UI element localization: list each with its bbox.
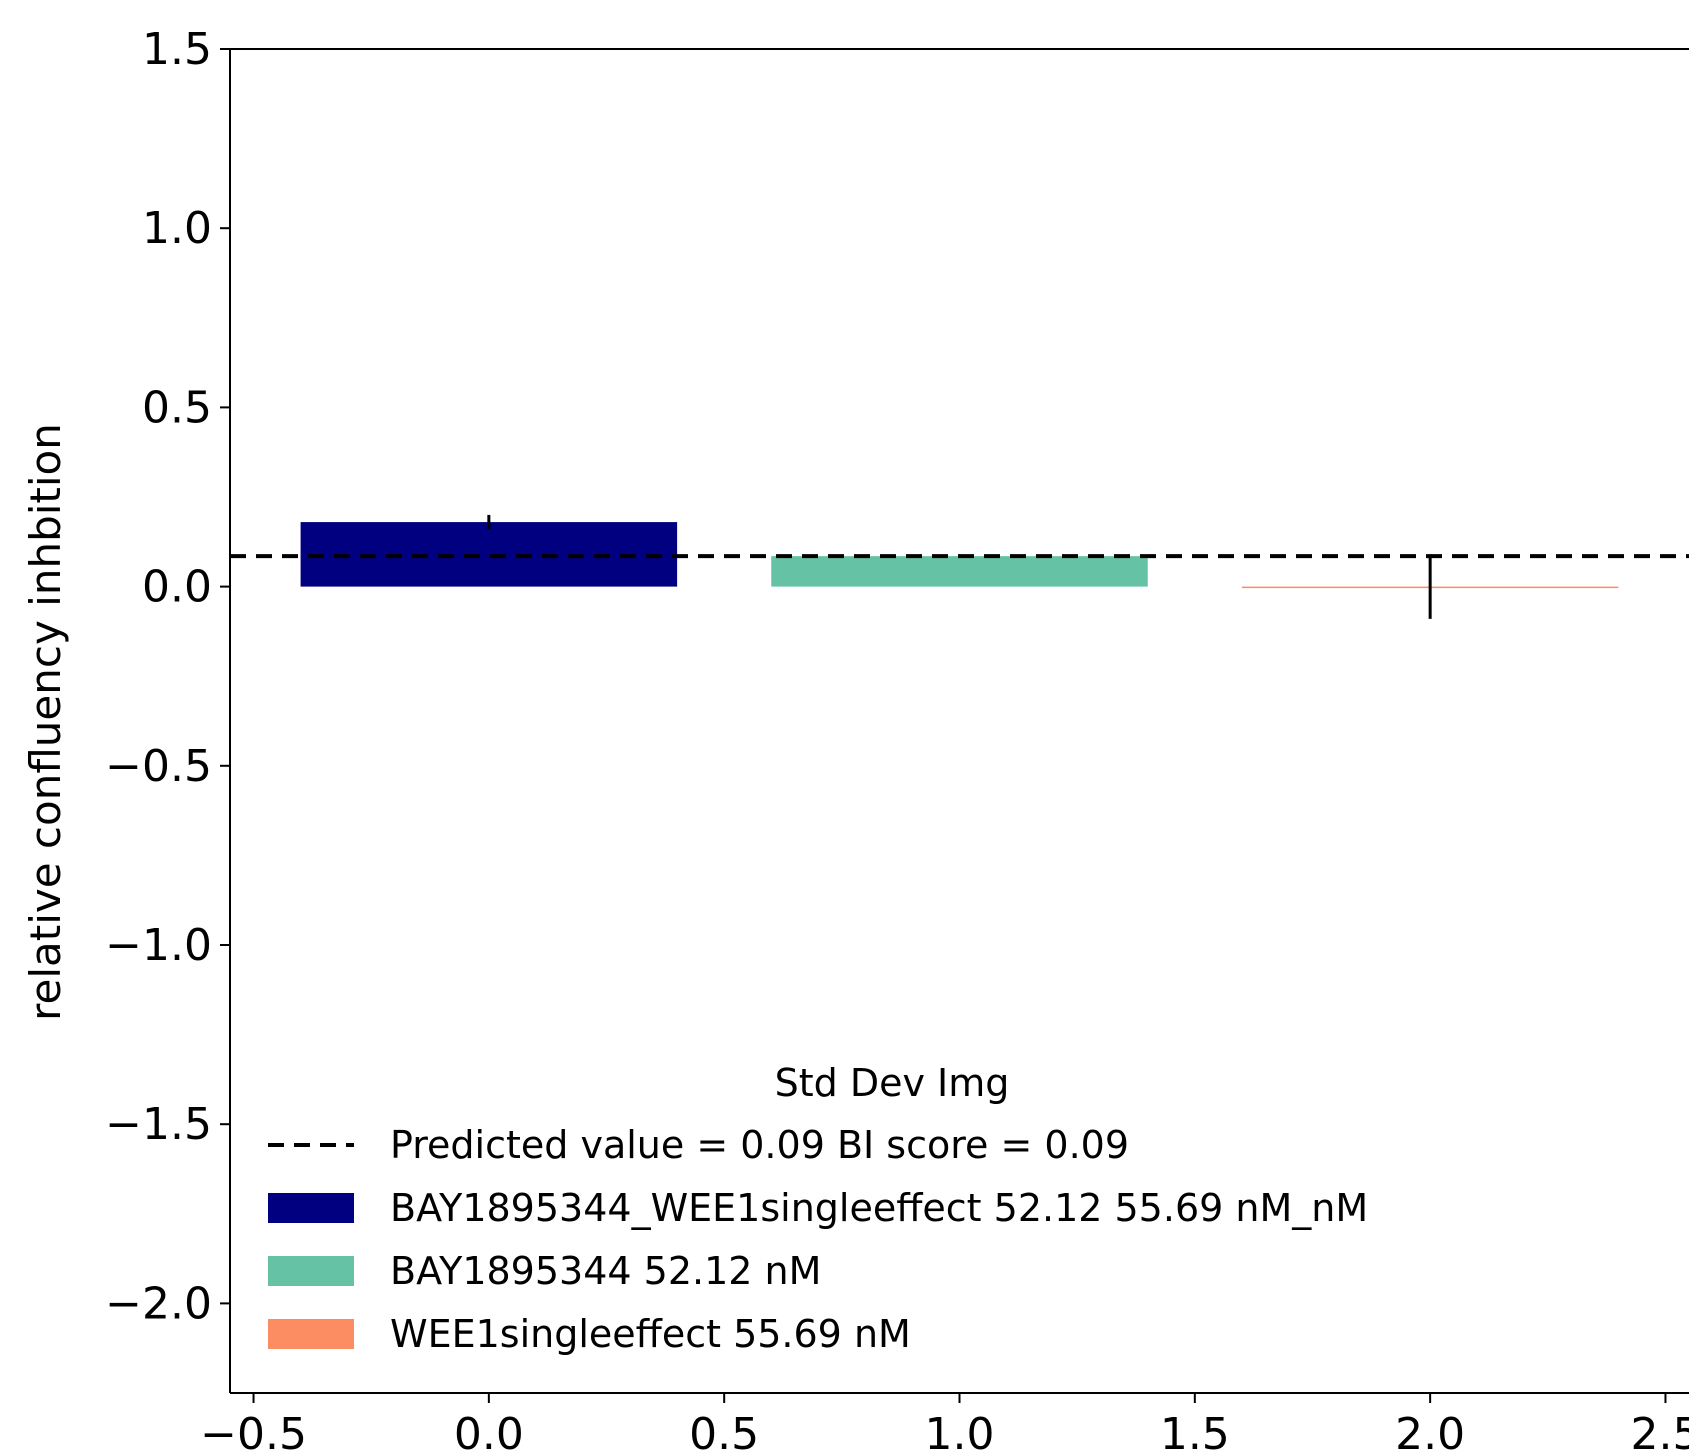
y-tick-label: −2.0 xyxy=(105,1278,212,1329)
x-tick-label: 0.5 xyxy=(689,1409,759,1454)
y-tick-label: −0.5 xyxy=(105,741,212,792)
bars-layer xyxy=(300,522,1619,589)
legend-label-2: BAY1895344 52.12 nM xyxy=(390,1249,821,1293)
x-tick-label: 1.5 xyxy=(1160,1409,1230,1454)
legend-title: Std Dev Img xyxy=(775,1061,1010,1105)
x-tick-label: 0.0 xyxy=(454,1409,524,1454)
x-tick-label: 2.5 xyxy=(1630,1409,1689,1454)
y-tick-label: 1.0 xyxy=(142,203,212,254)
legend-label-3: WEE1singleeffect 55.69 nM xyxy=(390,1312,911,1356)
legend-label-1: BAY1895344_WEE1singleeffect 52.12 55.69 … xyxy=(390,1186,1368,1230)
y-tick-label: 0.0 xyxy=(142,562,212,613)
y-tick-label: 0.5 xyxy=(142,382,212,433)
y-tick-label: −1.0 xyxy=(105,920,212,971)
legend-swatch-2 xyxy=(268,1256,354,1286)
legend-swatch-1 xyxy=(268,1193,354,1223)
y-tick-label: −1.5 xyxy=(105,1099,212,1150)
x-tick-label: −0.5 xyxy=(200,1409,307,1454)
legend: Std Dev Img Predicted value = 0.09 BI sc… xyxy=(268,1061,1368,1356)
x-tick-label: 2.0 xyxy=(1395,1409,1465,1454)
legend-label-0: Predicted value = 0.09 BI score = 0.09 xyxy=(390,1123,1129,1167)
x-axis-ticks: −0.5 0.0 0.5 1.0 1.5 2.0 2.5 xyxy=(200,1393,1689,1454)
y-axis-ticks: 1.5 1.0 0.5 0.0 −0.5 −1.0 −1.5 −2.0 xyxy=(105,24,230,1329)
legend-swatch-3 xyxy=(268,1319,354,1349)
y-tick-label: 1.5 xyxy=(142,24,212,75)
y-axis-label: relative confluency inhbition xyxy=(21,423,70,1021)
x-tick-label: 1.0 xyxy=(925,1409,995,1454)
bar-1 xyxy=(771,556,1148,587)
